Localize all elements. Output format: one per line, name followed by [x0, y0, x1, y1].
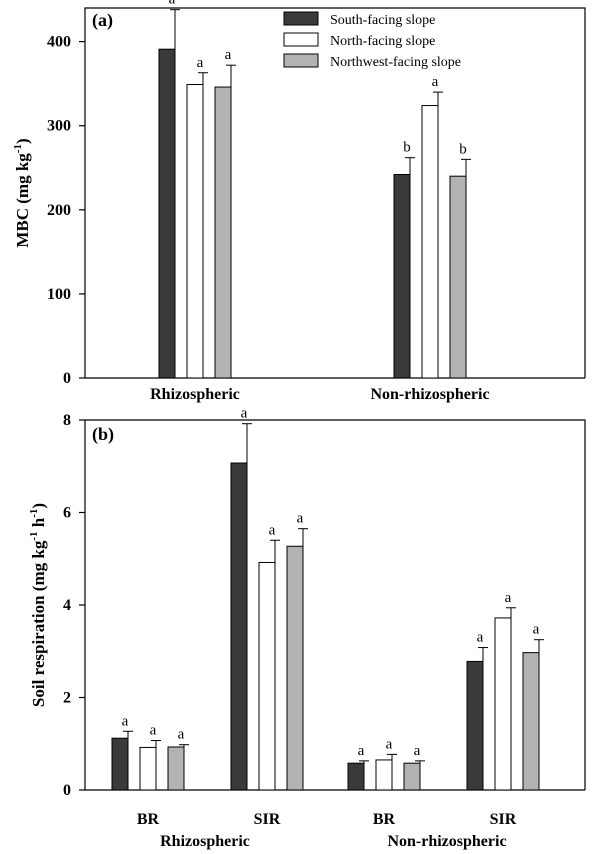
panel-b-significance-letter: a [122, 713, 129, 729]
panel-a-category-label: Non-rhizospheric [370, 386, 489, 403]
panel-a-y-tick-label: 200 [47, 202, 71, 219]
panel-b-bar [139, 746, 157, 791]
panel-b-group-label: Rhizospheric [160, 833, 250, 850]
panel-b-y-ticks: 0 2 4 6 8 [63, 412, 85, 799]
panel-a-frame [84, 7, 586, 378]
panel-b-category-label: BR [137, 811, 160, 828]
panel-a-y-tick-label: 400 [47, 34, 71, 51]
panel-a: (a) MBC (mg kg-1) 0 100 200 300 400 a a a b a b R… [12, 0, 586, 403]
panel-b-significance-letter: a [297, 511, 304, 527]
panel-b-bar [230, 462, 248, 791]
panel-a-significance-letter: b [459, 141, 467, 157]
panel-b-y-tick-label: 8 [63, 412, 71, 429]
panel-b-bar [167, 746, 185, 791]
panel-a-bar [158, 48, 176, 379]
panel-a-bars: a a a b a b [158, 0, 471, 379]
panel-b-y-tick-label: 4 [63, 597, 71, 614]
legend: South-facing slope North-facing slope Nort… [283, 11, 461, 70]
panel-b-label: (b) [92, 424, 114, 445]
panel-a-category-label: Rhizospheric [150, 386, 240, 403]
panel-b-y-tick-label: 0 [63, 782, 71, 799]
panel-b-significance-letter: a [269, 522, 276, 538]
panel-b-y-tick-label: 6 [63, 505, 71, 522]
panel-b-bar [258, 561, 276, 791]
panel-b: (b) Soil respiration (mg kg-1 h-1) 0 2 4 6 8… [28, 406, 586, 850]
legend-swatch [283, 32, 319, 47]
panel-a-bar [186, 84, 204, 379]
panel-b-bars: a a a a a a a a a a a a [111, 406, 544, 791]
panel-b-bar [111, 737, 129, 791]
panel-b-group-label: Non-rhizospheric [387, 833, 506, 850]
panel-b-category-label: BR [373, 811, 396, 828]
legend-swatch [283, 53, 319, 68]
panel-a-label: (a) [92, 10, 113, 31]
panel-b-significance-letter: a [414, 743, 421, 759]
panel-b-category-label: SIR [490, 811, 517, 828]
panel-a-x-labels: Rhizospheric Non-rhizospheric [150, 386, 489, 403]
legend-label: North-facing slope [330, 34, 435, 49]
panel-a-significance-letter: a [225, 47, 232, 63]
panel-b-bar [347, 762, 365, 791]
panel-b-significance-letter: a [241, 406, 248, 422]
panel-b-significance-letter: a [533, 622, 540, 638]
panel-b-significance-letter: a [386, 736, 393, 752]
legend-label: Northwest-facing slope [330, 55, 461, 70]
panel-b-bar [403, 762, 421, 791]
panel-a-y-ticks: 0 100 200 300 400 [47, 34, 85, 387]
panel-b-bar [522, 652, 540, 791]
panel-a-bar [214, 86, 232, 379]
panel-b-significance-letter: a [505, 590, 512, 606]
panel-a-y-axis-title: MBC (mg kg-1) [12, 138, 32, 247]
panel-b-significance-letter: a [477, 630, 484, 646]
panel-b-bar [286, 545, 304, 791]
panel-a-bar [393, 174, 411, 379]
panel-b-significance-letter: a [358, 743, 365, 759]
panel-b-y-tick-label: 2 [63, 690, 71, 707]
panel-a-y-tick-label: 100 [47, 286, 71, 303]
panel-a-y-tick-label: 0 [63, 370, 71, 387]
panel-a-bar [421, 105, 439, 379]
panel-b-y-axis-title: Soil respiration (mg kg-1 h-1) [28, 503, 48, 707]
panel-b-bar [466, 660, 484, 791]
panel-b-significance-letter: a [178, 727, 185, 743]
panel-a-significance-letter: a [169, 0, 176, 8]
panel-a-significance-letter: a [197, 55, 204, 71]
panel-a-significance-letter: b [403, 140, 411, 156]
panel-b-category-label: SIR [254, 811, 281, 828]
panel-b-significance-letter: a [150, 723, 157, 739]
legend-label: South-facing slope [330, 13, 435, 28]
legend-swatch [283, 11, 319, 26]
panel-a-y-tick-label: 300 [47, 118, 71, 135]
panel-a-bar [449, 175, 467, 379]
panel-a-significance-letter: a [432, 74, 439, 90]
panel-b-bar [494, 617, 512, 791]
panel-b-bar [375, 759, 393, 791]
